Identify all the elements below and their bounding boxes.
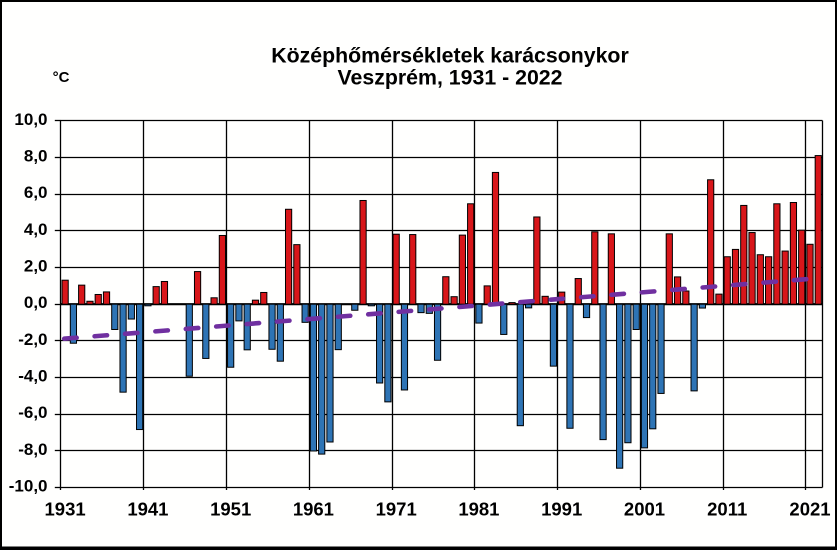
svg-text:8,0: 8,0 [24,147,48,166]
svg-text:0,0: 0,0 [24,293,48,312]
svg-text:10,0: 10,0 [14,110,47,129]
svg-text:1991: 1991 [541,499,582,520]
svg-text:1971: 1971 [376,499,417,520]
svg-text:1981: 1981 [458,499,499,520]
svg-text:1941: 1941 [127,499,168,520]
svg-text:2001: 2001 [624,499,665,520]
svg-text:2021: 2021 [789,499,830,520]
svg-text:2011: 2011 [707,499,747,520]
svg-text:-10,0: -10,0 [9,476,48,495]
svg-text:2,0: 2,0 [24,257,48,276]
svg-text:1931: 1931 [45,499,86,520]
svg-text:Veszprém, 1931 - 2022: Veszprém, 1931 - 2022 [338,65,563,89]
svg-text:-4,0: -4,0 [18,367,47,386]
svg-text:1961: 1961 [293,499,334,520]
svg-text:1951: 1951 [210,499,251,520]
svg-text:Középhőmérsékletek karácsonyko: Középhőmérsékletek karácsonykor [271,44,628,68]
svg-text:4,0: 4,0 [24,220,48,239]
svg-text:6,0: 6,0 [24,183,48,202]
svg-text:°C: °C [53,69,70,86]
svg-text:-8,0: -8,0 [18,440,47,459]
svg-text:-2,0: -2,0 [18,330,47,349]
svg-text:-6,0: -6,0 [18,403,47,422]
